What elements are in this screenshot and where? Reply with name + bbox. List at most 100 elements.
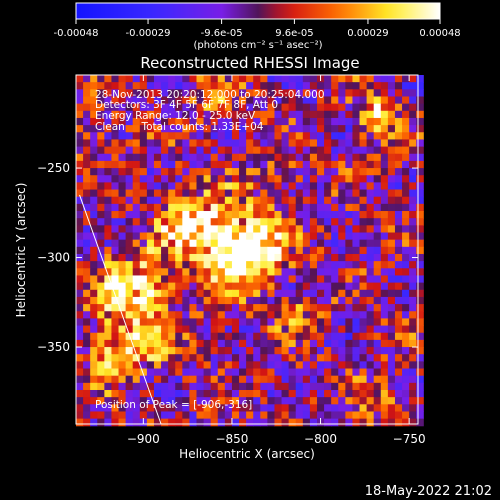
- heatmap-pixel: [217, 75, 226, 83]
- heatmap-pixel: [217, 82, 226, 90]
- heatmap-pixel: [352, 261, 361, 269]
- heatmap-pixel: [302, 361, 311, 370]
- heatmap-pixel: [366, 89, 375, 97]
- heatmap-pixel: [239, 218, 247, 226]
- heatmap-pixel: [402, 175, 410, 183]
- heatmap-pixel: [125, 232, 134, 241]
- heatmap-pixel: [309, 347, 318, 355]
- heatmap-pixel: [366, 168, 375, 176]
- heatmap-pixel: [224, 311, 233, 319]
- heatmap-pixel: [352, 375, 361, 384]
- heatmap-pixel: [302, 218, 311, 226]
- heatmap-pixel: [359, 75, 368, 83]
- heatmap-pixel: [302, 232, 311, 241]
- heatmap-pixel: [394, 261, 403, 269]
- heatmap-pixel: [246, 125, 254, 133]
- heatmap-pixel: [104, 218, 112, 226]
- heatmap-pixel: [295, 225, 304, 233]
- heatmap-pixel: [331, 211, 339, 219]
- heatmap-pixel: [302, 175, 311, 183]
- heatmap-pixel: [111, 82, 120, 90]
- heatmap-pixel: [224, 361, 233, 370]
- heatmap-pixel: [90, 389, 98, 398]
- heatmap-pixel: [352, 96, 361, 105]
- heatmap-pixel: [274, 189, 283, 198]
- heatmap-pixel: [153, 160, 162, 169]
- heatmap-pixel: [196, 418, 205, 427]
- heatmap-pixel: [104, 311, 112, 319]
- heatmap-pixel: [175, 110, 183, 119]
- heatmap-pixel: [125, 225, 134, 233]
- heatmap-pixel: [231, 139, 240, 148]
- heatmap-pixel: [231, 75, 240, 83]
- heatmap-pixel: [153, 296, 162, 305]
- heatmap-pixel: [359, 354, 368, 362]
- heatmap-pixel: [118, 318, 127, 327]
- heatmap-pixel: [281, 160, 290, 169]
- heatmap-pixel: [267, 382, 275, 391]
- heatmap-pixel: [97, 382, 105, 391]
- heatmap-pixel: [231, 304, 240, 312]
- heatmap-pixel: [380, 225, 389, 233]
- heatmap-pixel: [359, 382, 368, 391]
- heatmap-pixel: [224, 139, 233, 148]
- heatmap-pixel: [196, 203, 205, 212]
- heatmap-pixel: [196, 103, 205, 112]
- heatmap-pixel: [90, 146, 98, 155]
- heatmap-pixel: [345, 275, 353, 284]
- heatmap-pixel: [267, 275, 275, 284]
- heatmap-pixel: [175, 89, 183, 97]
- heatmap-pixel: [111, 196, 120, 205]
- heatmap-pixel: [125, 418, 134, 427]
- heatmap-pixel: [387, 411, 396, 420]
- heatmap-pixel: [394, 418, 403, 427]
- heatmap-pixel: [182, 239, 190, 248]
- heatmap-pixel: [352, 339, 361, 348]
- heatmap-pixel: [380, 304, 389, 312]
- heatmap-pixel: [224, 96, 233, 105]
- heatmap-pixel: [409, 361, 417, 370]
- heatmap-pixel: [352, 211, 361, 219]
- heatmap-pixel: [288, 196, 297, 205]
- heatmap-pixel: [331, 311, 339, 319]
- heatmap-pixel: [416, 125, 424, 133]
- heatmap-pixel: [203, 125, 212, 133]
- heatmap-pixel: [153, 361, 162, 370]
- heatmap-pixel: [246, 96, 254, 105]
- heatmap-pixel: [309, 261, 318, 269]
- heatmap-pixel: [196, 218, 205, 226]
- colorbar-units-label: (photons cm⁻² s⁻¹ asec⁻²): [193, 40, 322, 51]
- heatmap-pixel: [118, 75, 127, 83]
- heatmap-pixel: [97, 354, 105, 362]
- heatmap-pixel: [402, 89, 410, 97]
- peak-position-label: Position of Peak = [-906,-316]: [95, 399, 252, 411]
- heatmap-pixel: [231, 110, 240, 119]
- heatmap-pixel: [104, 389, 112, 398]
- heatmap-pixel: [168, 389, 176, 398]
- heatmap-pixel: [239, 296, 247, 305]
- heatmap-pixel: [111, 203, 120, 212]
- heatmap-pixel: [260, 397, 268, 405]
- heatmap-pixel: [295, 347, 304, 355]
- heatmap-pixel: [260, 268, 268, 276]
- heatmap-pixel: [111, 361, 120, 370]
- heatmap-pixel: [394, 139, 403, 148]
- heatmap-pixel: [118, 382, 127, 391]
- heatmap-pixel: [90, 361, 98, 370]
- heatmap-pixel: [239, 261, 247, 269]
- heatmap-pixel: [175, 96, 183, 105]
- heatmap-pixel: [246, 282, 254, 291]
- heatmap-pixel: [338, 253, 346, 262]
- heatmap-pixel: [189, 182, 197, 191]
- heatmap-pixel: [246, 382, 254, 391]
- heatmap-pixel: [125, 268, 134, 276]
- heatmap-pixel: [267, 347, 275, 355]
- heatmap-pixel: [409, 246, 417, 255]
- heatmap-pixel: [125, 282, 134, 291]
- heatmap-pixel: [161, 225, 169, 233]
- heatmap-pixel: [409, 347, 417, 355]
- heatmap-pixel: [224, 268, 233, 276]
- heatmap-pixel: [352, 146, 361, 155]
- heatmap-pixel: [324, 304, 332, 312]
- heatmap-pixel: [331, 196, 339, 205]
